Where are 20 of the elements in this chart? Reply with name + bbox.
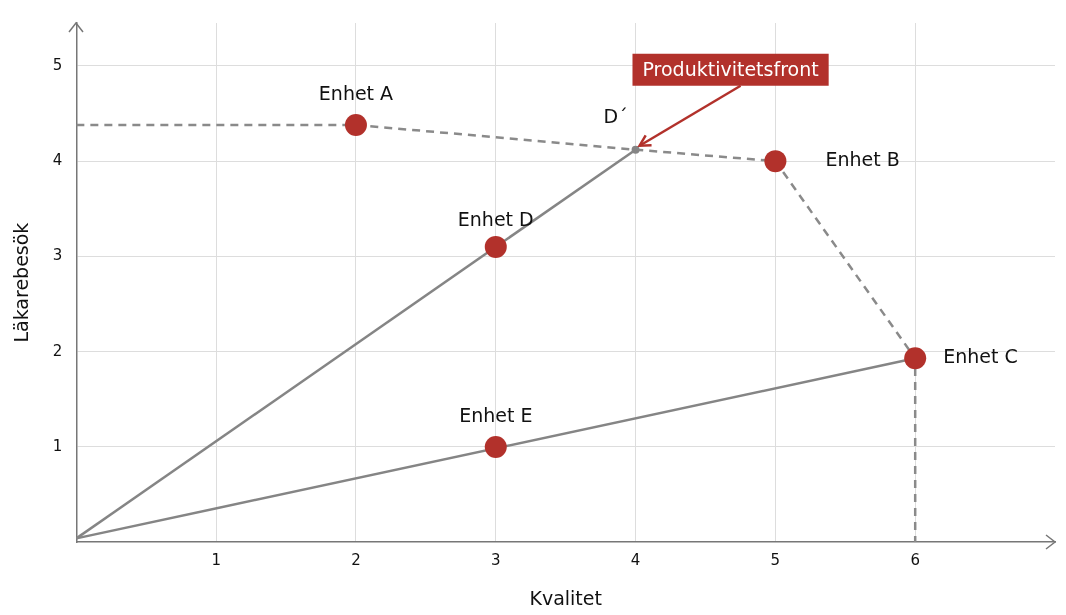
x-tick-label: 3 [490, 551, 501, 570]
y-tick-label: 5 [52, 55, 63, 74]
x-tick-label: 2 [351, 551, 361, 570]
series-label: D´ [603, 104, 628, 127]
x-tick-label: 4 [630, 551, 641, 570]
y-tick-label: 2 [52, 341, 63, 360]
series-label: Enhet A [318, 81, 394, 104]
series-label: Enhet E [459, 403, 533, 426]
x-axis-title: Kvalitet [529, 586, 602, 609]
x-tick-label: 6 [910, 551, 920, 570]
y-tick-label: 4 [52, 151, 63, 170]
x-tick-label: 1 [211, 551, 221, 570]
y-tick-label: 3 [52, 246, 63, 265]
series-label: Enhet C [943, 345, 1018, 368]
y-tick-label: 1 [52, 436, 63, 455]
annotation: Produktivitetsfront [642, 57, 819, 80]
y-axis-title: Läkarebesök [10, 222, 33, 343]
x-tick-label: 5 [770, 551, 781, 570]
text: Enhet B [825, 148, 900, 171]
series-label: Enhet D [457, 207, 534, 230]
